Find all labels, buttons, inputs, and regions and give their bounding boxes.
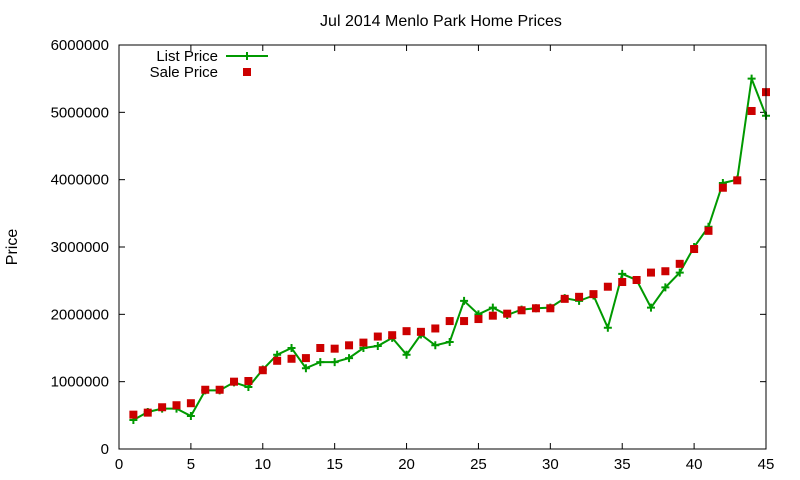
x-tick-label: 30 bbox=[542, 456, 559, 473]
sale-price-point bbox=[661, 267, 670, 276]
y-tick-label: 6000000 bbox=[51, 37, 109, 54]
y-tick-label: 0 bbox=[101, 441, 109, 458]
sale-price-point bbox=[316, 344, 325, 352]
sale-price-point bbox=[301, 354, 310, 363]
list-price-point bbox=[345, 354, 354, 363]
sale-price-point bbox=[244, 376, 253, 385]
sale-price-point bbox=[718, 183, 727, 192]
list-price-point bbox=[661, 283, 670, 292]
y-tick-label: 2000000 bbox=[51, 306, 109, 323]
sale-price-point bbox=[618, 278, 627, 287]
chart-title: Jul 2014 Menlo Park Home Prices bbox=[320, 13, 562, 30]
x-tick-label: 0 bbox=[115, 456, 123, 473]
x-tick-label: 25 bbox=[470, 456, 487, 473]
legend-marker-sale-price bbox=[243, 68, 251, 76]
list-price-point bbox=[646, 303, 655, 312]
sale-price-point bbox=[474, 315, 483, 324]
sale-price-point bbox=[215, 385, 224, 394]
sale-price-point bbox=[503, 309, 512, 318]
list-price-point bbox=[618, 269, 627, 278]
list-price-point bbox=[675, 268, 684, 277]
sale-price-point bbox=[258, 366, 267, 375]
list-price-point bbox=[373, 341, 382, 350]
x-tick-label: 35 bbox=[614, 456, 631, 473]
x-tick-label: 40 bbox=[686, 456, 703, 473]
legend-label-list-price: List Price bbox=[156, 48, 218, 65]
list-price-point bbox=[316, 358, 325, 367]
sale-price-point bbox=[704, 226, 713, 235]
sale-price-point bbox=[603, 282, 612, 291]
list-price-point bbox=[747, 74, 756, 83]
sale-price-point bbox=[359, 338, 368, 347]
axis-ticks: 0 5 10 15 20 25 30 35 40 45 0 1000000 2000000 3000000… bbox=[51, 37, 775, 473]
sale-price-point bbox=[129, 410, 138, 419]
sale-price-point bbox=[632, 275, 641, 284]
list-price-point bbox=[603, 323, 612, 332]
x-tick-label: 20 bbox=[398, 456, 415, 473]
plot-area-frame bbox=[118, 44, 767, 450]
y-axis-label: Price bbox=[4, 229, 21, 266]
sale-price-point bbox=[388, 331, 397, 340]
sale-price-point bbox=[488, 311, 497, 320]
x-tick-label: 10 bbox=[254, 456, 271, 473]
sale-price-point bbox=[747, 106, 756, 115]
series-sale-price bbox=[129, 88, 770, 419]
sale-price-point bbox=[330, 344, 339, 353]
sale-price-point bbox=[646, 268, 655, 277]
sale-price-point bbox=[186, 399, 195, 408]
list-price-point bbox=[402, 350, 411, 359]
sale-price-point bbox=[675, 259, 684, 268]
legend-label-sale-price: Sale Price bbox=[150, 64, 218, 81]
sale-price-point bbox=[158, 403, 167, 412]
list-price-point bbox=[445, 337, 454, 346]
sale-price-point bbox=[546, 304, 555, 313]
sale-price-point bbox=[201, 385, 210, 394]
sale-price-point bbox=[445, 317, 454, 326]
sale-price-point bbox=[460, 317, 469, 326]
sale-price-point bbox=[733, 176, 742, 185]
sale-price-point bbox=[345, 341, 354, 350]
sale-price-point bbox=[575, 292, 584, 301]
y-tick-label: 5000000 bbox=[51, 104, 109, 121]
list-price-point bbox=[301, 364, 310, 373]
sale-price-point bbox=[560, 294, 569, 303]
x-tick-label: 15 bbox=[326, 456, 343, 473]
sale-price-point bbox=[431, 324, 440, 333]
sale-price-point bbox=[402, 327, 411, 336]
sale-price-point bbox=[517, 306, 526, 315]
x-tick-label: 45 bbox=[758, 456, 775, 473]
sale-price-point bbox=[690, 245, 699, 254]
y-tick-label: 4000000 bbox=[51, 172, 109, 189]
x-tick-label: 5 bbox=[187, 456, 195, 473]
sale-price-point bbox=[230, 377, 239, 386]
list-price-point bbox=[287, 344, 296, 352]
sale-price-point bbox=[273, 356, 282, 365]
sale-price-point bbox=[531, 304, 540, 313]
sale-price-point bbox=[589, 290, 598, 299]
sale-price-point bbox=[143, 408, 152, 417]
list-price-point bbox=[488, 303, 497, 312]
list-price-point bbox=[330, 358, 339, 367]
list-price-point bbox=[431, 341, 440, 350]
list-price-point bbox=[460, 296, 469, 305]
sale-price-point bbox=[172, 401, 181, 410]
sale-price-point bbox=[416, 327, 425, 336]
legend-marker-list-price bbox=[243, 52, 251, 60]
sale-price-point bbox=[287, 354, 296, 363]
sale-price-point bbox=[373, 332, 382, 341]
list-price-point bbox=[186, 412, 195, 421]
y-tick-label: 3000000 bbox=[51, 239, 109, 256]
y-tick-label: 1000000 bbox=[51, 374, 109, 391]
